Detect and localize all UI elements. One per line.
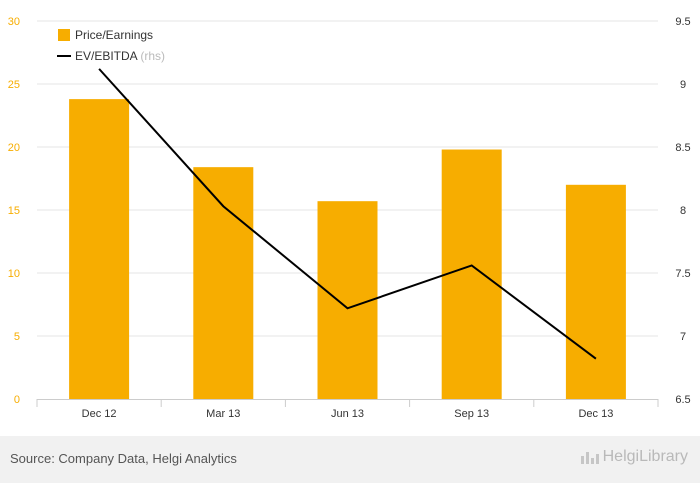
bar-price-earnings: [565, 184, 626, 399]
y-right-tick-label: 7: [680, 331, 686, 343]
legend-rhs-note: (rhs): [140, 49, 165, 63]
x-tick-label: Dec 12: [82, 408, 117, 420]
logo-text: HelgiLibrary: [602, 448, 688, 465]
y-right-tick-label: 8: [680, 205, 686, 217]
legend-label-price-earnings: Price/Earnings: [75, 28, 153, 42]
library-logo-icon: [580, 450, 599, 464]
x-tick-label: Dec 13: [578, 408, 613, 420]
y-left-tick-label: 25: [8, 79, 20, 91]
y-left-tick-label: 10: [8, 268, 20, 280]
legend-swatch-price-earnings: [58, 29, 70, 41]
y-right-tick-label: 8.5: [675, 142, 690, 154]
y-left-tick-label: 0: [14, 394, 20, 406]
x-tick-label: Jun 13: [331, 408, 364, 420]
bar-price-earnings: [317, 201, 378, 399]
line-ev-ebitda: [98, 68, 597, 360]
bar-price-earnings: [69, 99, 130, 400]
x-tick-label: Sep 13: [454, 408, 489, 420]
x-tick-label: Mar 13: [206, 408, 240, 420]
y-right-tick-label: 6.5: [675, 394, 690, 406]
legend-label-ev-ebitda: EV/EBITDA (rhs): [75, 49, 165, 63]
bar-price-earnings: [193, 167, 254, 399]
y-right-tick-label: 7.5: [675, 268, 690, 280]
y-left-tick-label: 5: [14, 331, 20, 343]
y-left-tick-label: 30: [8, 16, 20, 28]
y-left-tick-label: 15: [8, 205, 20, 217]
y-right-tick-label: 9.5: [675, 16, 690, 28]
helgi-library-logo: HelgiLibrary: [580, 448, 688, 466]
y-left-tick-label: 20: [8, 142, 20, 154]
source-note: Source: Company Data, Helgi Analytics: [10, 451, 237, 466]
bar-price-earnings: [441, 149, 502, 399]
y-right-tick-label: 9: [680, 79, 686, 91]
